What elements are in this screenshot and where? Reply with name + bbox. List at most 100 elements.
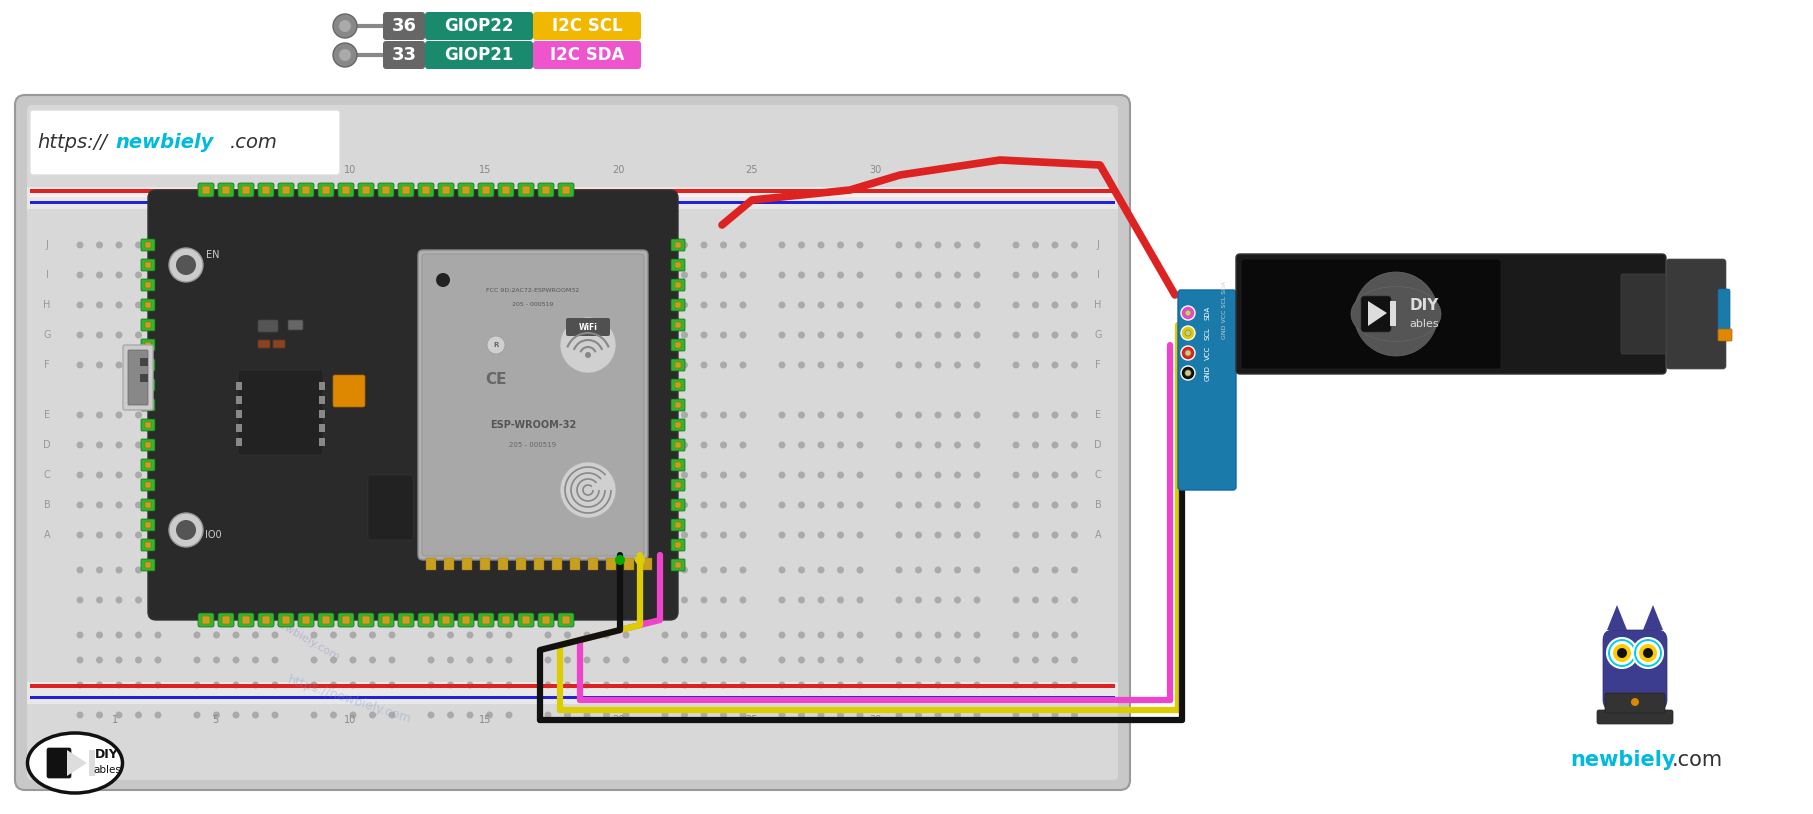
Circle shape [662, 501, 669, 509]
Circle shape [194, 272, 201, 278]
FancyBboxPatch shape [145, 282, 150, 288]
Circle shape [700, 567, 707, 574]
Circle shape [116, 361, 123, 369]
FancyBboxPatch shape [671, 439, 685, 451]
Circle shape [700, 412, 707, 418]
Circle shape [154, 711, 161, 719]
Circle shape [1032, 272, 1039, 278]
FancyBboxPatch shape [218, 613, 234, 627]
Circle shape [232, 501, 239, 509]
Circle shape [370, 272, 375, 278]
FancyBboxPatch shape [533, 41, 642, 69]
Circle shape [1643, 648, 1653, 658]
Circle shape [388, 532, 395, 539]
Circle shape [700, 597, 707, 603]
FancyBboxPatch shape [145, 422, 150, 428]
Circle shape [76, 597, 83, 603]
Circle shape [798, 567, 805, 574]
Bar [444, 558, 453, 570]
Circle shape [1180, 326, 1195, 340]
Circle shape [584, 657, 591, 663]
Circle shape [622, 441, 629, 449]
Circle shape [388, 632, 395, 638]
Circle shape [194, 597, 201, 603]
Circle shape [506, 532, 513, 539]
Circle shape [954, 532, 961, 539]
Circle shape [486, 632, 493, 638]
Circle shape [116, 412, 123, 418]
FancyBboxPatch shape [479, 613, 493, 627]
Circle shape [1071, 412, 1079, 418]
FancyBboxPatch shape [1597, 710, 1673, 724]
Circle shape [700, 441, 707, 449]
FancyBboxPatch shape [566, 318, 609, 336]
Circle shape [798, 501, 805, 509]
Circle shape [486, 242, 493, 248]
Circle shape [916, 242, 923, 248]
Circle shape [370, 242, 375, 248]
FancyBboxPatch shape [671, 479, 685, 491]
Circle shape [388, 412, 395, 418]
Text: 20: 20 [611, 715, 624, 725]
FancyBboxPatch shape [288, 320, 303, 330]
Bar [587, 558, 598, 570]
FancyBboxPatch shape [399, 613, 413, 627]
Circle shape [350, 567, 357, 574]
Circle shape [134, 301, 141, 309]
Text: SCL: SCL [1206, 326, 1211, 339]
FancyBboxPatch shape [482, 616, 490, 624]
Circle shape [974, 501, 981, 509]
Text: I: I [1097, 270, 1099, 280]
Circle shape [954, 657, 961, 663]
Circle shape [974, 331, 981, 339]
Circle shape [310, 412, 317, 418]
Circle shape [916, 412, 923, 418]
Circle shape [154, 632, 161, 638]
FancyBboxPatch shape [274, 340, 285, 348]
Circle shape [212, 711, 219, 719]
FancyBboxPatch shape [218, 183, 234, 197]
Bar [480, 558, 490, 570]
FancyBboxPatch shape [459, 183, 473, 197]
Circle shape [740, 567, 747, 574]
Circle shape [466, 632, 473, 638]
FancyBboxPatch shape [671, 559, 685, 571]
Circle shape [974, 301, 981, 309]
Circle shape [720, 301, 727, 309]
Circle shape [310, 711, 317, 719]
Circle shape [856, 301, 863, 309]
Circle shape [934, 711, 941, 719]
Circle shape [1180, 346, 1195, 360]
FancyBboxPatch shape [674, 522, 682, 528]
Bar [499, 558, 508, 570]
FancyBboxPatch shape [221, 616, 230, 624]
Circle shape [134, 412, 141, 418]
Circle shape [954, 412, 961, 418]
Circle shape [488, 336, 506, 354]
Circle shape [96, 412, 103, 418]
Circle shape [818, 331, 825, 339]
Circle shape [974, 567, 981, 574]
FancyBboxPatch shape [542, 616, 549, 624]
Circle shape [662, 681, 669, 689]
Circle shape [232, 331, 239, 339]
Circle shape [916, 441, 923, 449]
Text: 15: 15 [479, 165, 491, 175]
FancyBboxPatch shape [141, 399, 154, 411]
Circle shape [506, 711, 513, 719]
FancyBboxPatch shape [257, 340, 270, 348]
FancyBboxPatch shape [257, 183, 274, 197]
FancyBboxPatch shape [671, 399, 685, 411]
Circle shape [154, 242, 161, 248]
Circle shape [272, 501, 279, 509]
Circle shape [1032, 441, 1039, 449]
FancyBboxPatch shape [241, 186, 250, 194]
Bar [31, 189, 1115, 197]
Circle shape [486, 441, 493, 449]
Circle shape [310, 361, 317, 369]
Circle shape [682, 441, 687, 449]
FancyBboxPatch shape [674, 542, 682, 548]
FancyBboxPatch shape [145, 382, 150, 388]
Circle shape [662, 331, 669, 339]
Circle shape [212, 597, 219, 603]
